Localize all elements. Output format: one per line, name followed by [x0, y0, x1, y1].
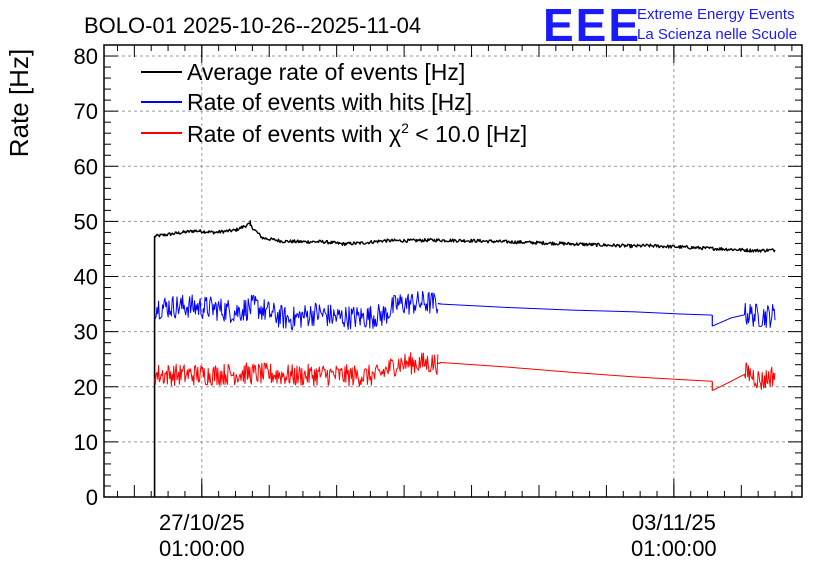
series-line: [712, 302, 776, 328]
y-axis-title: Rate [Hz]: [4, 49, 34, 157]
x-tick-label-time: 01:00:00: [631, 536, 717, 561]
series-layer: [153, 220, 776, 497]
legend: Average rate of events [Hz] Rate of even…: [141, 59, 527, 147]
y-tick-label: 50: [74, 209, 98, 234]
legend-label-average: Average rate of events [Hz]: [187, 59, 465, 85]
y-tick-label: 70: [74, 99, 98, 124]
y-tick-labels: 0 10 20 30 40 50 60 70 80: [74, 44, 98, 510]
chart-title: BOLO-01 2025-10-26--2025-11-04: [84, 13, 421, 38]
series-line: [154, 222, 776, 253]
x-tick-label-time: 01:00:00: [159, 536, 245, 561]
x-tick-label-date: 27/10/25: [159, 510, 245, 535]
series-line: [441, 362, 713, 382]
y-tick-label: 0: [86, 485, 98, 510]
logo-mark: EEE: [543, 0, 641, 51]
y-tick-label: 10: [74, 430, 98, 455]
y-tick-label: 60: [74, 154, 98, 179]
y-tick-label: 30: [74, 320, 98, 345]
series-connector: [437, 302, 442, 305]
x-tick-label-date: 03/11/25: [632, 510, 716, 535]
series-connector: [437, 361, 442, 365]
plot-frame: [103, 44, 803, 498]
axes: [103, 44, 803, 498]
legend-label-chi2: Rate of events with χ2 < 10.0 [Hz]: [187, 120, 527, 147]
eee-logo: EEE Extreme Energy Events La Scienza nel…: [543, 0, 797, 51]
series-line: [154, 290, 439, 331]
series-line: [441, 303, 713, 316]
grid-lines: [104, 45, 802, 497]
y-tick-label: 40: [74, 265, 98, 290]
series-line: [712, 362, 776, 392]
series-line: [154, 352, 439, 387]
y-tick-label: 80: [74, 44, 98, 69]
y-tick-label: 20: [74, 375, 98, 400]
legend-label-hits: Rate of events with hits [Hz]: [187, 89, 472, 115]
logo-line-1: Extreme Energy Events: [637, 6, 795, 23]
logo-line-2: La Scienza nelle Scuole: [637, 26, 797, 43]
